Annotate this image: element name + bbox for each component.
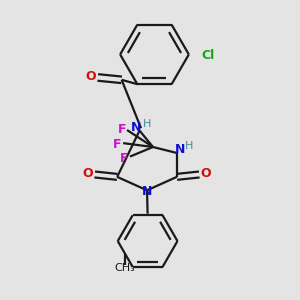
Text: Cl: Cl — [202, 50, 215, 62]
Text: O: O — [200, 167, 211, 180]
Text: N: N — [175, 143, 186, 156]
Text: F: F — [113, 137, 122, 151]
Text: F: F — [117, 123, 126, 136]
Text: O: O — [83, 167, 94, 180]
Text: H: H — [185, 141, 194, 152]
Text: O: O — [86, 70, 97, 83]
Text: N: N — [142, 185, 152, 198]
Text: N: N — [131, 121, 142, 134]
Text: F: F — [120, 152, 129, 166]
Text: CH₃: CH₃ — [115, 263, 136, 273]
Text: H: H — [143, 119, 151, 129]
